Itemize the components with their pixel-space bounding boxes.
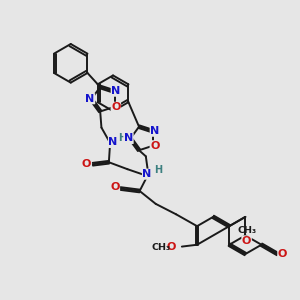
Text: O: O	[110, 182, 120, 192]
Text: CH₃: CH₃	[237, 226, 256, 236]
Text: CH₃: CH₃	[151, 243, 170, 252]
Text: N: N	[85, 94, 95, 104]
Text: N: N	[124, 134, 133, 143]
Text: O: O	[278, 249, 287, 259]
Text: N: N	[111, 86, 121, 96]
Text: H: H	[118, 134, 126, 143]
Text: O: O	[111, 102, 121, 112]
Text: O: O	[167, 242, 176, 252]
Text: O: O	[150, 141, 160, 151]
Text: N: N	[142, 169, 152, 179]
Text: N: N	[150, 126, 160, 136]
Text: N: N	[109, 137, 118, 147]
Text: H: H	[154, 165, 162, 175]
Text: O: O	[82, 159, 91, 169]
Text: O: O	[242, 236, 251, 246]
